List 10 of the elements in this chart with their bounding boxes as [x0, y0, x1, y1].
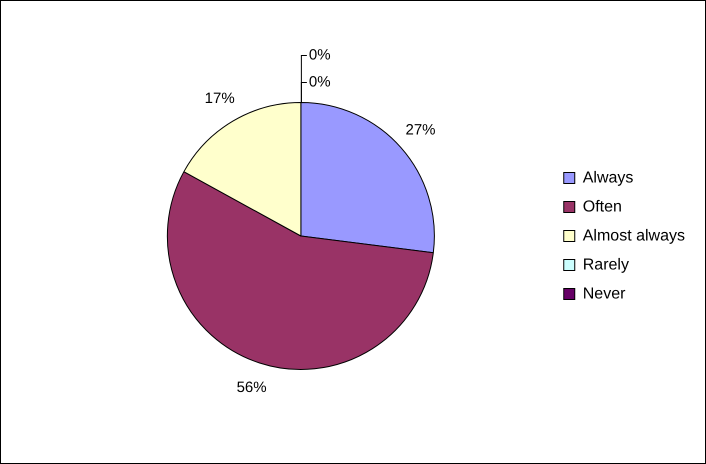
data-label: 17% [204, 90, 235, 107]
legend-label: Almost always [582, 227, 685, 244]
legend-label: Often [582, 198, 622, 216]
legend-label: Never [582, 285, 626, 302]
data-label: 56% [236, 378, 267, 396]
data-label: 27% [406, 122, 436, 139]
text: 0% [308, 46, 331, 64]
legend-label: Rarely [582, 256, 629, 274]
text: 0% [308, 74, 331, 91]
legend-label: Always [582, 169, 634, 186]
